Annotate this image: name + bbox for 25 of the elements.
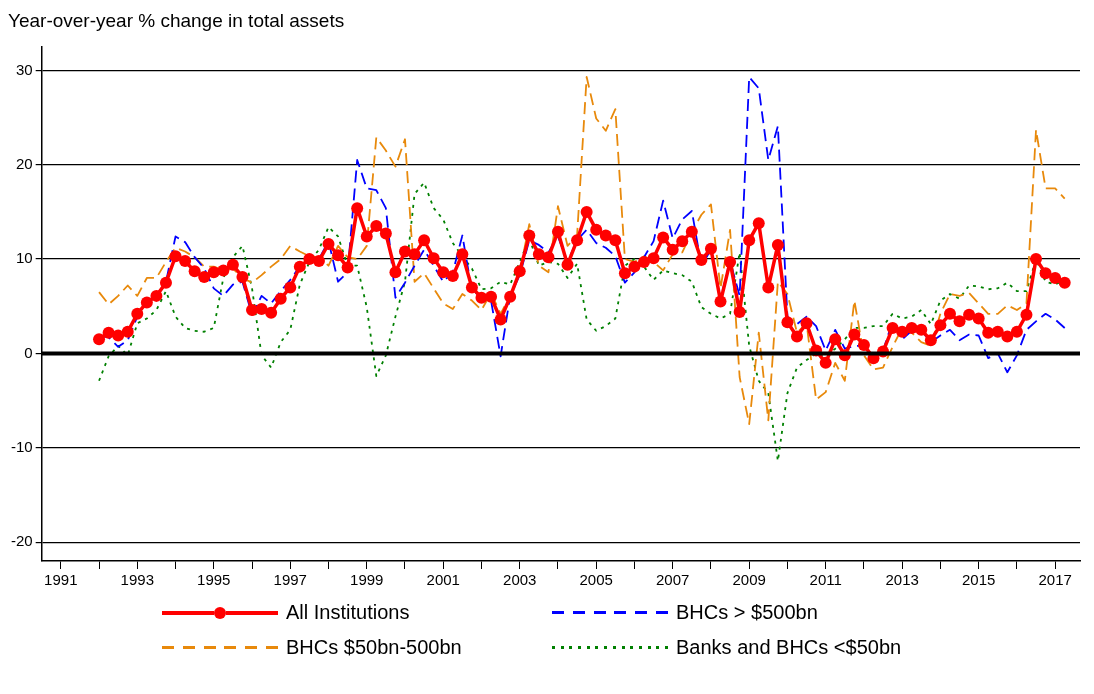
legend-label: All Institutions bbox=[286, 601, 410, 624]
y-tick-label: 30 bbox=[15, 60, 33, 78]
legend-label: BHCs $50bn-500bn bbox=[286, 636, 462, 659]
x-tick-label: 2015 bbox=[961, 571, 996, 589]
legend-label: Banks and BHCs <$50bn bbox=[676, 636, 902, 659]
x-tick-label: 1997 bbox=[273, 571, 307, 589]
y-tick-label: 20 bbox=[15, 154, 33, 172]
x-tick-label: 2009 bbox=[732, 571, 766, 589]
y-tick-label: -20 bbox=[10, 532, 33, 550]
x-tick-label: 1999 bbox=[350, 571, 384, 589]
x-tick-label: 2013 bbox=[885, 571, 919, 589]
x-tick-label: 1993 bbox=[120, 571, 154, 589]
chart-title: Year-over-year % change in total assets bbox=[8, 9, 345, 31]
x-tick-label: 2011 bbox=[809, 571, 842, 589]
x-tick-label: 1991 bbox=[44, 571, 78, 589]
x-tick-label: 2007 bbox=[656, 571, 690, 589]
legend-label: BHCs > $500bn bbox=[676, 601, 818, 624]
x-tick-label: 2003 bbox=[503, 571, 537, 589]
x-tick-label: 2001 bbox=[426, 571, 460, 589]
x-tick-label: 1995 bbox=[197, 571, 231, 589]
x-tick-label: 2017 bbox=[1038, 571, 1072, 589]
x-tick-label: 2005 bbox=[579, 571, 613, 589]
y-tick-label: 0 bbox=[24, 343, 33, 361]
y-tick-label: 10 bbox=[15, 249, 33, 267]
y-tick-label: -10 bbox=[10, 437, 33, 455]
